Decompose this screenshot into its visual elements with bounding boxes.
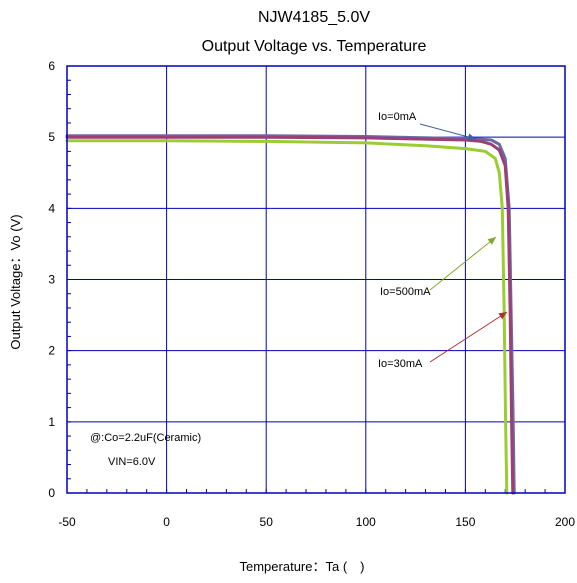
x-tick-label: 0 <box>163 515 170 529</box>
y-tick-label: 3 <box>48 273 55 287</box>
x-tick-label: -50 <box>58 515 76 529</box>
grid <box>66 65 566 494</box>
annotation-label: Io=30mA <box>378 358 423 370</box>
annotation-label: Io=0mA <box>378 111 417 123</box>
x-axis-label: Temperature：Ta ( ) <box>240 559 365 574</box>
annotation-arrowhead <box>487 237 496 245</box>
y-tick-label: 4 <box>48 201 55 215</box>
y-tick-label: 5 <box>48 130 55 144</box>
annotation-arrowhead <box>467 133 476 141</box>
y-tick-label: 2 <box>48 344 55 358</box>
annotation-arrow <box>429 236 497 291</box>
annotation-arrowhead <box>498 312 507 320</box>
annotation-arrow <box>429 311 508 363</box>
x-tick-label: 200 <box>555 515 575 529</box>
annotations: Io=0mA Io=500mA Io=30mA @:Co=2.2uF(Ceramic)… <box>90 111 508 468</box>
plot-frame <box>66 65 566 494</box>
y-axis-label: Output Voltage：Vo (V) <box>8 214 23 349</box>
x-tick-label: 100 <box>356 515 376 529</box>
chart-subtitle: Output Voltage vs. Temperature <box>202 38 427 55</box>
y-tick-label: 0 <box>48 486 55 500</box>
series-line-2 <box>65 135 515 495</box>
annotation-label: @:Co=2.2uF(Ceramic) <box>90 432 201 444</box>
y-tick-label: 6 <box>48 59 55 73</box>
y-tick-label: 1 <box>48 415 55 429</box>
x-tick-label: 50 <box>260 515 274 529</box>
plot-border <box>66 65 566 494</box>
annotation-label: VIN=6.0V <box>108 456 156 468</box>
tick-labels: -50 0 50 100 150 200 0 1 2 3 4 5 6 <box>48 59 575 529</box>
chart-title: NJW4185_5.0V <box>258 9 370 26</box>
annotation-arrow <box>419 123 477 140</box>
annotation-label: Io=500mA <box>380 286 431 298</box>
x-tick-label: 150 <box>455 515 475 529</box>
